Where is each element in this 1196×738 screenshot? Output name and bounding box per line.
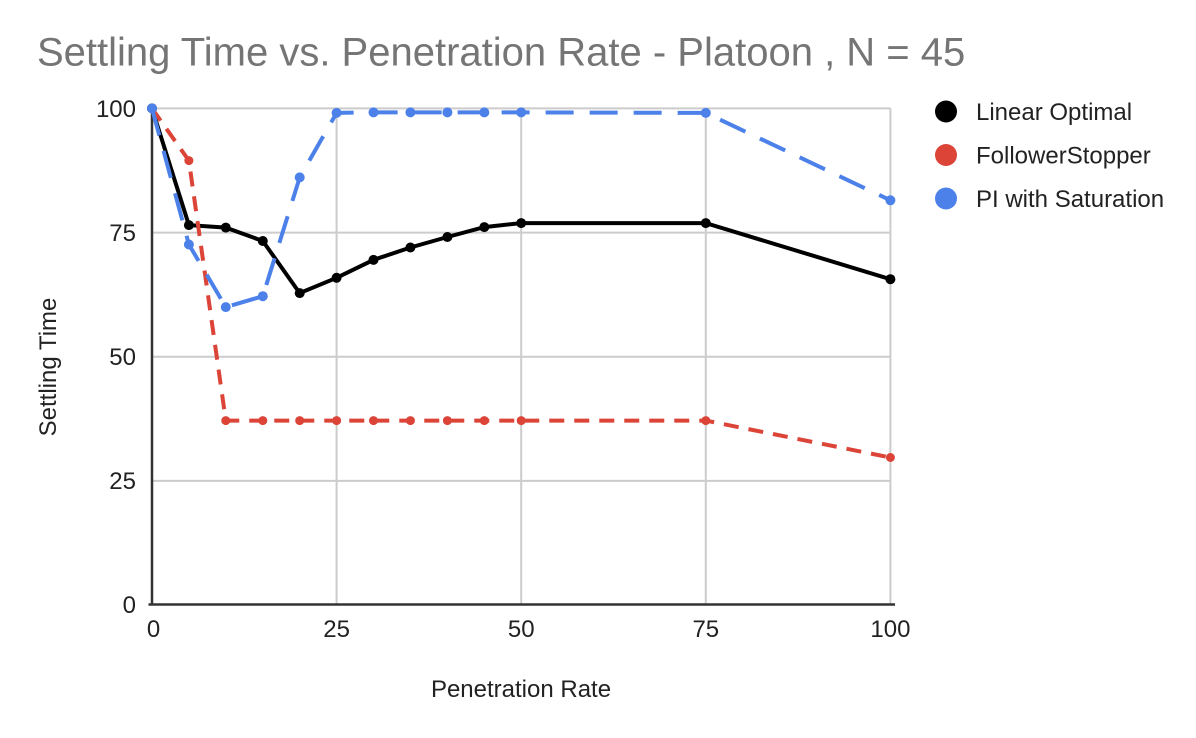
svg-text:Settling Time vs. Penetration: Settling Time vs. Penetration Rate - Pla… <box>37 31 965 75</box>
svg-text:50: 50 <box>508 616 535 643</box>
svg-text:PI with Saturation: PI with Saturation <box>976 186 1164 213</box>
svg-text:25: 25 <box>323 616 350 643</box>
svg-text:Settling Time: Settling Time <box>35 298 62 437</box>
svg-text:Penetration Rate: Penetration Rate <box>431 676 611 703</box>
svg-text:75: 75 <box>692 616 719 643</box>
svg-text:0: 0 <box>123 592 136 619</box>
svg-text:FollowerStopper: FollowerStopper <box>976 143 1151 170</box>
svg-text:50: 50 <box>109 344 136 371</box>
svg-text:25: 25 <box>109 468 136 495</box>
svg-text:0: 0 <box>147 616 160 643</box>
svg-text:100: 100 <box>96 96 136 123</box>
svg-text:100: 100 <box>870 616 910 643</box>
svg-text:75: 75 <box>109 220 136 247</box>
svg-text:Linear Optimal: Linear Optimal <box>976 99 1132 126</box>
